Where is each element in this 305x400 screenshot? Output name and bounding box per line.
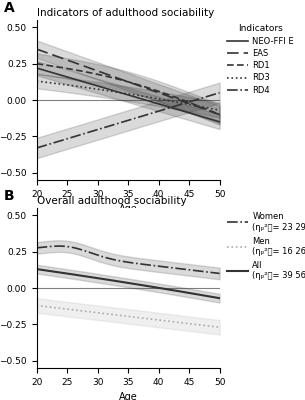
Text: Overall adulthood sociability: Overall adulthood sociability: [37, 196, 186, 206]
RD1: [46, 63, 49, 68]
RD3: [209, 106, 212, 111]
All: [218, 296, 221, 300]
EAS: [46, 51, 49, 56]
Text: A: A: [4, 1, 14, 15]
Men: [69, 307, 73, 312]
NEO-FFI E: [35, 66, 38, 70]
Women: [203, 269, 207, 274]
RD3: [202, 105, 206, 110]
Men: [209, 324, 212, 328]
Men: [84, 309, 87, 314]
EAS: [69, 59, 73, 64]
NEO-FFI E: [69, 76, 73, 80]
Women: [42, 245, 46, 250]
RD3: [35, 79, 38, 84]
Line: Men: Men: [37, 306, 220, 327]
NEO-FFI E: [202, 115, 206, 120]
RD1: [84, 69, 87, 74]
Men: [42, 304, 46, 309]
RD4: [202, 95, 206, 100]
Text: B: B: [4, 189, 14, 203]
RD1: [209, 108, 212, 113]
Women: [210, 270, 213, 275]
Women: [218, 271, 221, 276]
RD1: [218, 112, 221, 117]
EAS: [202, 106, 206, 111]
Men: [218, 325, 221, 330]
RD4: [35, 146, 38, 150]
All: [46, 268, 49, 273]
All: [42, 268, 46, 272]
Men: [35, 303, 38, 308]
RD1: [69, 67, 73, 72]
All: [84, 274, 87, 279]
All: [209, 294, 212, 299]
Women: [46, 244, 49, 249]
Line: NEO-FFI E: NEO-FFI E: [37, 68, 220, 122]
Text: Indicators of adulthood sociability: Indicators of adulthood sociability: [37, 8, 214, 18]
EAS: [84, 64, 87, 69]
Line: EAS: EAS: [37, 49, 220, 114]
All: [69, 272, 73, 276]
Women: [70, 245, 74, 250]
RD4: [46, 142, 49, 147]
EAS: [209, 109, 212, 114]
NEO-FFI E: [209, 117, 212, 122]
NEO-FFI E: [84, 80, 87, 85]
Men: [46, 304, 49, 309]
Line: RD4: RD4: [37, 93, 220, 148]
All: [202, 293, 206, 298]
NEO-FFI E: [42, 68, 46, 72]
Men: [202, 323, 206, 328]
X-axis label: Age: Age: [119, 204, 138, 214]
Line: RD1: RD1: [37, 64, 220, 114]
RD4: [69, 135, 73, 140]
NEO-FFI E: [46, 69, 49, 74]
Legend: Women
(ηₚ²₟= 23 293), Men
(ηₚ²₟= 16 268), All
(ηₚ²₟= 39 561): Women (ηₚ²₟= 23 293), Men (ηₚ²₟= 16 268)…: [228, 212, 305, 280]
NEO-FFI E: [218, 120, 221, 124]
RD4: [218, 90, 221, 95]
EAS: [42, 49, 46, 54]
RD3: [42, 80, 46, 84]
Women: [84, 249, 88, 254]
RD1: [35, 61, 38, 66]
RD4: [209, 93, 212, 98]
Legend: NEO-FFI E, EAS, RD1, RD3, RD4: NEO-FFI E, EAS, RD1, RD3, RD4: [228, 24, 294, 95]
RD1: [202, 106, 206, 111]
EAS: [218, 112, 221, 117]
RD3: [69, 83, 73, 88]
RD4: [42, 143, 46, 148]
Women: [35, 246, 38, 250]
Women: [57, 244, 60, 248]
Line: All: All: [37, 269, 220, 298]
RD1: [42, 62, 46, 67]
RD3: [84, 85, 87, 90]
Line: Women: Women: [37, 246, 220, 274]
Line: RD3: RD3: [37, 81, 220, 110]
X-axis label: Age: Age: [119, 392, 138, 400]
All: [35, 267, 38, 272]
RD3: [218, 108, 221, 112]
RD4: [84, 131, 87, 136]
RD3: [46, 80, 49, 85]
EAS: [35, 47, 38, 52]
